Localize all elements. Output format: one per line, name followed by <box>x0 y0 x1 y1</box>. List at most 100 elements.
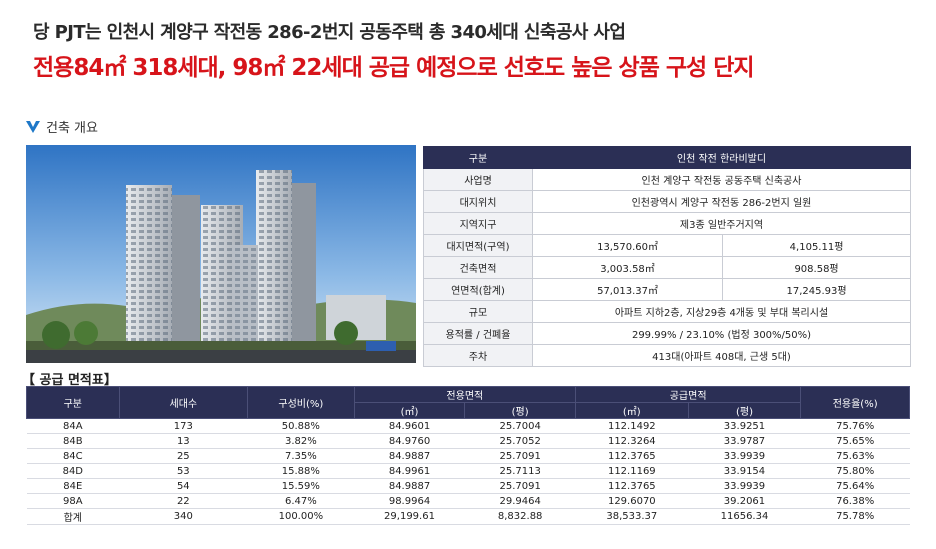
cell-supply-pyeong: 33.9154 <box>688 463 801 479</box>
table-row: 연면적(합계) 57,013.37㎡ 17,245.93평 <box>423 278 911 301</box>
cell-type: 84C <box>26 448 120 464</box>
building-rendering <box>26 145 416 363</box>
cell-supply-pyeong: 11656.34 <box>688 508 801 525</box>
cell-supply-pyeong: 39.2061 <box>688 493 801 509</box>
cell-units: 22 <box>119 493 248 509</box>
cell-exclusive-rate: 75.63% <box>800 448 910 464</box>
supply-table-title: 【 공급 면적표】 <box>22 373 117 388</box>
cell-supply-pyeong: 33.9251 <box>688 418 801 434</box>
table-row: 대지면적(구역) 13,570.60㎡ 4,105.11평 <box>423 234 911 257</box>
overview-header-row: 구분 인천 작전 한라비발디 <box>423 146 911 169</box>
cell-exclusive-sqm: 84.9887 <box>354 448 465 464</box>
table-row: 사업명 인천 계양구 작전동 공동주택 신축공사 <box>423 168 911 191</box>
cell-exclusive-pyeong: 25.7113 <box>464 463 576 479</box>
cell-exclusive-rate: 75.65% <box>800 433 910 449</box>
cell-units: 25 <box>119 448 248 464</box>
cell-type: 84D <box>26 463 120 479</box>
section-title-label: 건축 개요 <box>46 121 98 136</box>
cell-supply-sqm: 112.3765 <box>575 478 689 494</box>
cell-supply-sqm: 112.3264 <box>575 433 689 449</box>
row-value-pyeong: 4,105.11평 <box>722 234 911 257</box>
section-title: 건축 개요 <box>26 117 98 136</box>
cell-supply-sqm: 38,533.37 <box>575 508 689 525</box>
table-row: 주차 413대(아파트 408대, 근생 5대) <box>423 344 911 367</box>
cell-exclusive-sqm: 84.9760 <box>354 433 465 449</box>
col-supply-sqm: (㎡) <box>574 402 689 419</box>
cell-supply-sqm: 112.3765 <box>575 448 689 464</box>
cell-units: 13 <box>119 433 248 449</box>
cell-ratio: 7.35% <box>247 448 355 464</box>
cell-exclusive-rate: 75.80% <box>800 463 910 479</box>
cell-ratio: 100.00% <box>247 508 355 525</box>
v-chevron-icon <box>26 120 40 133</box>
row-value: 제3종 일반주거지역 <box>532 212 911 235</box>
cell-exclusive-pyeong: 25.7091 <box>464 478 576 494</box>
cell-units: 340 <box>119 508 248 525</box>
cell-exclusive-rate: 75.76% <box>800 418 910 434</box>
table-row: 규모 아파트 지하2층, 지상29층 4개동 및 부대 복리시설 <box>423 300 911 323</box>
row-label: 대지면적(구역) <box>423 234 533 257</box>
cell-units: 173 <box>119 418 248 434</box>
row-label: 주차 <box>423 344 533 367</box>
table-row: 대지위치 인천광역시 계양구 작전동 286-2번지 일원 <box>423 190 911 213</box>
row-value: 인천 계양구 작전동 공동주택 신축공사 <box>532 168 911 191</box>
cell-exclusive-sqm: 84.9887 <box>354 478 465 494</box>
cell-supply-sqm: 129.6070 <box>575 493 689 509</box>
cell-type: 84E <box>26 478 120 494</box>
row-value-sqm: 3,003.58㎡ <box>531 256 724 279</box>
cell-exclusive-pyeong: 29.9464 <box>464 493 576 509</box>
row-label: 연면적(합계) <box>423 278 533 301</box>
cell-exclusive-sqm: 29,199.61 <box>354 508 465 525</box>
col-exclusive-pyeong: (평) <box>464 402 576 419</box>
row-value-pyeong: 17,245.93평 <box>722 278 911 301</box>
headline-line2: 전용84㎡ 318세대, 98㎡ 22세대 공급 예정으로 선호도 높은 상품 … <box>33 55 755 81</box>
col-exclusive: 전용면적 <box>353 386 576 403</box>
table-row-total: 합계 340 100.00% 29,199.61 8,832.88 38,533… <box>26 508 910 525</box>
row-value: 아파트 지하2층, 지상29층 4개동 및 부대 복리시설 <box>532 300 911 323</box>
table-row: 84D 53 15.88% 84.9961 25.7113 112.1169 3… <box>26 463 910 479</box>
cell-exclusive-pyeong: 25.7004 <box>464 418 576 434</box>
table-row: 건축면적 3,003.58㎡ 908.58평 <box>423 256 911 279</box>
cell-type: 84A <box>26 418 120 434</box>
col-ratio: 구성비(%) <box>247 386 355 419</box>
table-row: 지역지구 제3종 일반주거지역 <box>423 212 911 235</box>
cell-supply-pyeong: 33.9939 <box>688 448 801 464</box>
col-supply: 공급면적 <box>574 386 802 403</box>
cell-exclusive-sqm: 98.9964 <box>354 493 465 509</box>
cell-supply-sqm: 112.1169 <box>575 463 689 479</box>
col-exclusive-sqm: (㎡) <box>353 402 466 419</box>
cell-units: 54 <box>119 478 248 494</box>
row-value-sqm: 13,570.60㎡ <box>531 234 724 257</box>
row-value-sqm: 57,013.37㎡ <box>531 278 724 301</box>
col-type: 구분 <box>26 386 120 419</box>
row-label: 지역지구 <box>423 212 533 235</box>
cell-exclusive-rate: 75.78% <box>800 508 910 525</box>
cell-exclusive-rate: 76.38% <box>800 493 910 509</box>
table-row: 84A 173 50.88% 84.9601 25.7004 112.1492 … <box>26 418 910 434</box>
cell-type: 98A <box>26 493 120 509</box>
cell-units: 53 <box>119 463 248 479</box>
cell-exclusive-pyeong: 25.7052 <box>464 433 576 449</box>
cell-ratio: 15.59% <box>247 478 355 494</box>
row-label: 대지위치 <box>423 190 533 213</box>
row-value: 인천광역시 계양구 작전동 286-2번지 일원 <box>532 190 911 213</box>
table-row: 용적률 / 건폐율 299.99% / 23.10% (법정 300%/50%) <box>423 322 911 345</box>
col-exclusive-rate: 전용율(%) <box>800 386 910 419</box>
overview-header-label: 구분 <box>423 146 533 169</box>
cell-supply-pyeong: 33.9787 <box>688 433 801 449</box>
cell-ratio: 3.82% <box>247 433 355 449</box>
supply-header-row: 구분 세대수 구성비(%) 전용면적 공급면적 전용율(%) <box>26 386 910 419</box>
table-row: 84B 13 3.82% 84.9760 25.7052 112.3264 33… <box>26 433 910 449</box>
row-value: 413대(아파트 408대, 근생 5대) <box>532 344 911 367</box>
cell-exclusive-rate: 75.64% <box>800 478 910 494</box>
overview-table: 구분 인천 작전 한라비발디 사업명 인천 계양구 작전동 공동주택 신축공사 … <box>423 146 911 367</box>
supply-subheader-row: (㎡) (평) (㎡) (평) <box>27 402 910 419</box>
cell-ratio: 15.88% <box>247 463 355 479</box>
table-row: 98A 22 6.47% 98.9964 29.9464 129.6070 39… <box>26 493 910 509</box>
col-units: 세대수 <box>118 386 249 419</box>
row-value: 299.99% / 23.10% (법정 300%/50%) <box>532 322 911 345</box>
table-row: 84E 54 15.59% 84.9887 25.7091 112.3765 3… <box>26 478 910 494</box>
cell-supply-pyeong: 33.9939 <box>688 478 801 494</box>
cell-exclusive-sqm: 84.9961 <box>354 463 465 479</box>
cell-supply-sqm: 112.1492 <box>575 418 689 434</box>
